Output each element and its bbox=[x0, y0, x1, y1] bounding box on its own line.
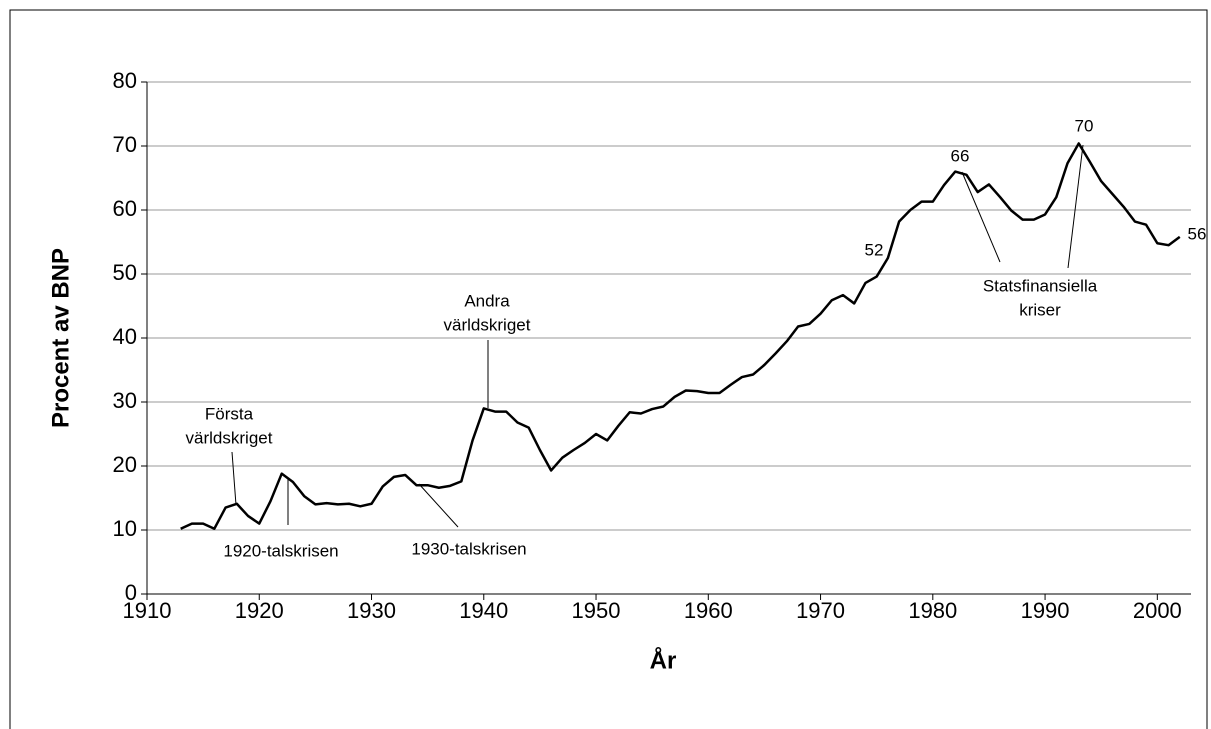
annotation: 66 bbox=[951, 146, 970, 165]
annotation: kriser bbox=[1019, 300, 1061, 319]
y-tick-label: 10 bbox=[113, 516, 137, 541]
annotation: 70 bbox=[1075, 116, 1094, 135]
x-tick-label: 1930 bbox=[347, 598, 396, 623]
annotation: världskriget bbox=[444, 315, 531, 334]
frame bbox=[9, 9, 1208, 729]
x-tick-label: 1960 bbox=[684, 598, 733, 623]
y-tick-label: 20 bbox=[113, 452, 137, 477]
x-tick-label: 1920 bbox=[235, 598, 284, 623]
annotation: Statsfinansiella bbox=[983, 276, 1098, 295]
x-tick-label: 1940 bbox=[459, 598, 508, 623]
x-tick-label: 1970 bbox=[796, 598, 845, 623]
leader-line bbox=[418, 483, 459, 528]
y-tick-label: 50 bbox=[113, 260, 137, 285]
y-tick-label: 40 bbox=[113, 324, 137, 349]
y-tick-label: 60 bbox=[113, 196, 137, 221]
y-tick-label: 0 bbox=[125, 580, 137, 605]
leader-line bbox=[961, 171, 1001, 263]
x-tick-label: 1950 bbox=[572, 598, 621, 623]
annotation: 56 bbox=[1188, 224, 1207, 243]
x-tick-label: 1980 bbox=[908, 598, 957, 623]
leader-line bbox=[1067, 144, 1084, 269]
annotation: 1920-talskrisen bbox=[223, 541, 338, 560]
y-tick-label: 30 bbox=[113, 388, 137, 413]
y-tick-label: 70 bbox=[113, 132, 137, 157]
annotation: 1930-talskrisen bbox=[411, 539, 526, 558]
y-tick-label: 80 bbox=[113, 68, 137, 93]
y-axis-title: Procent av BNP bbox=[47, 248, 74, 428]
leader-line bbox=[231, 451, 237, 506]
x-tick-label: 2000 bbox=[1133, 598, 1182, 623]
x-axis-title: År bbox=[650, 646, 677, 674]
x-tick-label: 1910 bbox=[123, 598, 172, 623]
data-line bbox=[180, 142, 1181, 530]
x-tick-label: 1990 bbox=[1021, 598, 1070, 623]
annotation: Andra bbox=[464, 291, 510, 310]
annotation: världskriget bbox=[186, 428, 273, 447]
annotation: Första bbox=[205, 404, 254, 423]
annotation: 52 bbox=[865, 240, 884, 259]
